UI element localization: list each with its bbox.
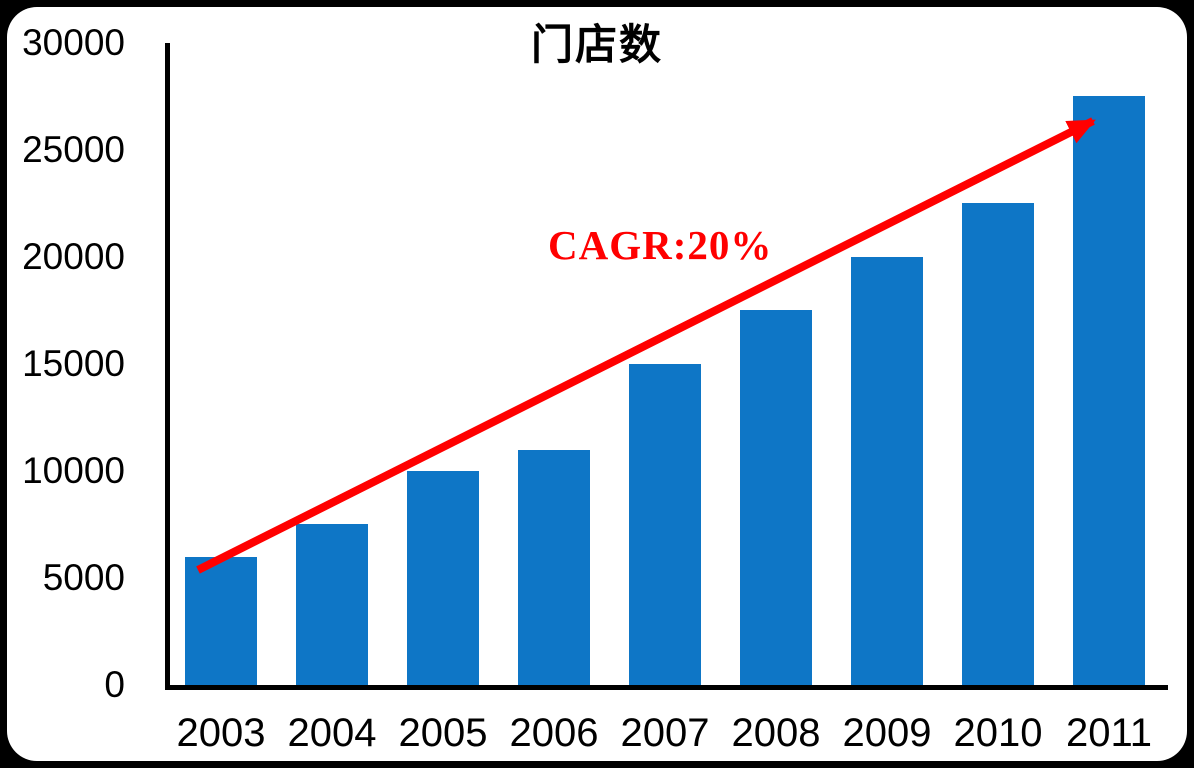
y-tick-label-20000: 20000 bbox=[22, 236, 125, 277]
bar-2004 bbox=[296, 524, 368, 685]
x-tick-label-2003: 2003 bbox=[176, 711, 266, 755]
bar-2010 bbox=[962, 203, 1034, 685]
x-axis-line bbox=[165, 685, 1168, 690]
bar-2011 bbox=[1073, 96, 1145, 685]
y-tick-label-5000: 5000 bbox=[42, 557, 125, 598]
y-tick-label-0: 0 bbox=[104, 664, 125, 705]
x-tick-label-2010: 2010 bbox=[953, 711, 1043, 755]
bar-2007 bbox=[629, 364, 701, 685]
bar-2003 bbox=[185, 557, 257, 685]
y-axis-line bbox=[165, 43, 170, 690]
x-tick-label-2008: 2008 bbox=[731, 711, 821, 755]
x-tick-label-2004: 2004 bbox=[287, 711, 377, 755]
bar-2009 bbox=[851, 257, 923, 685]
y-tick-label-30000: 30000 bbox=[22, 22, 125, 63]
chart-canvas: 门店数 0 5000 10000 15000 20000 25000 30000 2003 2… bbox=[7, 7, 1187, 761]
y-tick-label-25000: 25000 bbox=[22, 129, 125, 170]
x-tick-label-2011: 2011 bbox=[1065, 711, 1152, 755]
y-tick-label-15000: 15000 bbox=[22, 343, 125, 384]
bar-2005 bbox=[407, 471, 479, 685]
x-tick-label-2005: 2005 bbox=[398, 711, 488, 755]
x-tick-label-2007: 2007 bbox=[620, 711, 710, 755]
bar-2006 bbox=[518, 450, 590, 685]
x-tick-label-2006: 2006 bbox=[509, 711, 599, 755]
y-tick-label-10000: 10000 bbox=[22, 450, 125, 491]
bar-2008 bbox=[740, 310, 812, 685]
x-tick-label-2009: 2009 bbox=[842, 711, 932, 755]
chart-title: 门店数 bbox=[530, 21, 663, 68]
cagr-label: CAGR:20% bbox=[548, 222, 773, 268]
